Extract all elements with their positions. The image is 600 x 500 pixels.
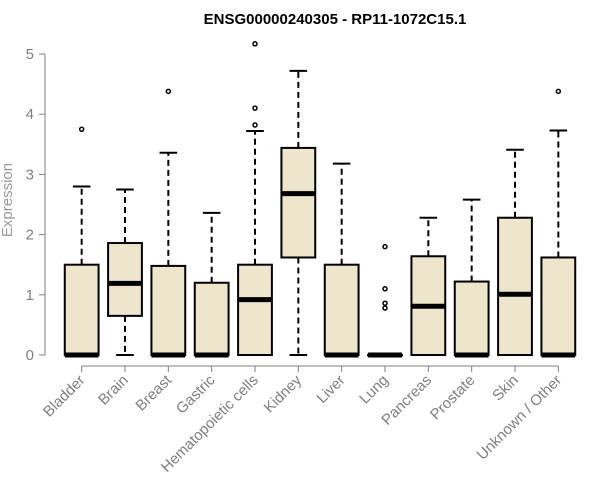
box-iqr: [150, 264, 187, 356]
x-tick-label: Kidney: [261, 371, 306, 416]
box-iqr: [107, 242, 143, 317]
x-tick-label: Breast: [132, 371, 175, 414]
box-hematopoietic-cells: [237, 41, 273, 357]
outlier-point: [165, 88, 172, 95]
x-tick-label: Lung: [356, 372, 392, 408]
outlier-point: [252, 122, 258, 128]
box-liver: [323, 162, 360, 358]
y-tick-label: 2: [26, 227, 34, 244]
box-breast: [150, 88, 187, 358]
box-bladder: [63, 126, 100, 358]
box-kidney: [280, 69, 317, 356]
y-tick-label: 1: [26, 287, 34, 304]
box-iqr: [237, 263, 273, 357]
outlier-point: [555, 88, 562, 95]
box-iqr: [193, 281, 230, 357]
box-iqr: [63, 263, 100, 357]
box-lung: [367, 243, 403, 358]
boxes: [63, 41, 577, 358]
box-iqr: [497, 216, 533, 356]
x-tick-label: Skin: [489, 372, 522, 405]
outlier-point: [382, 243, 388, 250]
x-tick-label: Bladder: [40, 372, 89, 421]
y-tick-label: 0: [26, 347, 34, 364]
outlier-point: [78, 126, 85, 132]
chart-title: ENSG00000240305 - RP11-1072C15.1: [204, 11, 467, 28]
x-tick-label: Prostate: [427, 372, 479, 424]
box-gastric: [193, 211, 230, 358]
outlier-point: [382, 305, 388, 311]
y-tick-label: 4: [26, 106, 34, 123]
box-iqr: [540, 256, 577, 357]
box-brain: [107, 188, 143, 356]
outlier-point: [382, 286, 388, 292]
outlier-point: [382, 300, 388, 306]
box-unknown-other: [540, 88, 577, 358]
outlier-point: [252, 41, 258, 47]
x-tick-label: Brain: [95, 372, 132, 409]
box-iqr: [323, 263, 360, 357]
axes: 0 1 2 3 4 5: [26, 46, 559, 372]
box-prostate: [453, 198, 490, 358]
y-tick-label: 5: [26, 46, 34, 63]
x-tick-label: Liver: [313, 372, 348, 407]
y-tick-label: 3: [26, 166, 34, 183]
outlier-point: [252, 105, 258, 111]
box-iqr: [453, 280, 490, 356]
box-pancreas: [410, 216, 447, 356]
y-axis-label: Expression: [0, 163, 16, 237]
box-iqr: [280, 146, 317, 259]
box-skin: [497, 148, 533, 356]
